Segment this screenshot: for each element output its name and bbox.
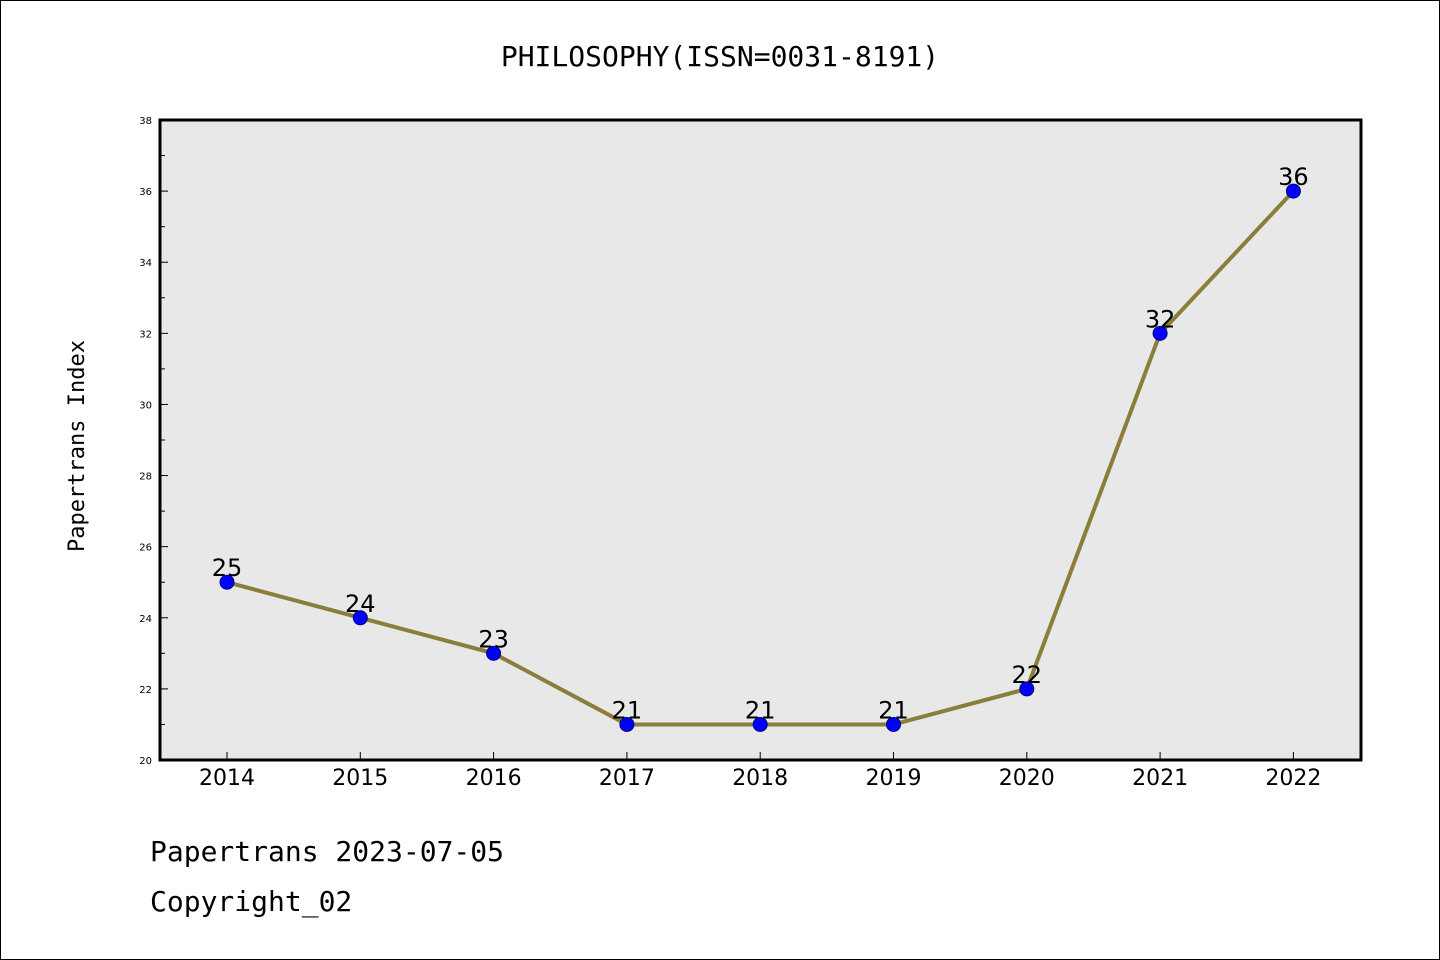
- y-tick-label: 30: [139, 400, 152, 411]
- x-tick-label: 2014: [199, 766, 255, 791]
- x-axis: 2014 2015 2016 2017 2018 2019 2020 2021 2022: [199, 752, 1321, 791]
- x-tick-label: 2018: [732, 766, 788, 791]
- data-point-marker: [1019, 681, 1035, 697]
- footer-date: Papertrans 2023-07-05: [150, 835, 505, 868]
- data-point-marker: [619, 716, 635, 732]
- data-label: 22: [1012, 661, 1043, 689]
- chart-title: PHILOSOPHY(ISSN=0031-8191): [501, 40, 939, 73]
- footer-copyright: Copyright_02: [150, 885, 353, 918]
- data-point-marker: [352, 610, 368, 626]
- y-tick-label: 24: [139, 614, 152, 625]
- data-label: 24: [345, 590, 376, 618]
- data-point-marker: [1152, 325, 1168, 341]
- y-tick-label: 38: [139, 116, 152, 127]
- y-tick-label: 26: [139, 543, 152, 554]
- data-label: 21: [878, 696, 909, 724]
- y-tick-label: 36: [139, 187, 152, 198]
- x-tick-label: 2016: [466, 766, 522, 791]
- data-point-marker: [486, 645, 502, 661]
- x-tick-label: 2020: [999, 766, 1055, 791]
- x-tick-label: 2017: [599, 766, 655, 791]
- data-label: 32: [1145, 305, 1176, 333]
- plot-area: [158, 118, 1363, 762]
- data-label-group: 25 24 23 21 21 21 22 32 36: [212, 163, 1309, 724]
- data-point-marker: [1285, 183, 1301, 199]
- data-label: 21: [612, 696, 643, 724]
- data-point-marker: [219, 574, 235, 590]
- y-axis-label: Papertrans Index: [65, 340, 90, 552]
- x-tick-label: 2019: [866, 766, 922, 791]
- y-tick-label: 28: [139, 472, 152, 483]
- data-label: 21: [745, 696, 776, 724]
- data-point-marker: [886, 716, 901, 732]
- data-point-marker: [752, 716, 768, 732]
- x-tick-label: 2022: [1265, 766, 1321, 791]
- marker-group: [219, 183, 1301, 732]
- x-tick-label: 2021: [1132, 766, 1188, 791]
- x-tick-label: 2015: [332, 766, 388, 791]
- y-tick-label: 32: [139, 329, 152, 340]
- y-axis: 20 22 24 26 28 30 32 34 36 38: [139, 116, 168, 767]
- data-label: 23: [478, 625, 509, 653]
- y-tick-label: 34: [139, 258, 152, 269]
- y-tick-label: 20: [139, 756, 152, 767]
- data-label: 25: [212, 554, 243, 582]
- y-tick-label: 22: [139, 685, 152, 696]
- data-label: 36: [1278, 163, 1309, 191]
